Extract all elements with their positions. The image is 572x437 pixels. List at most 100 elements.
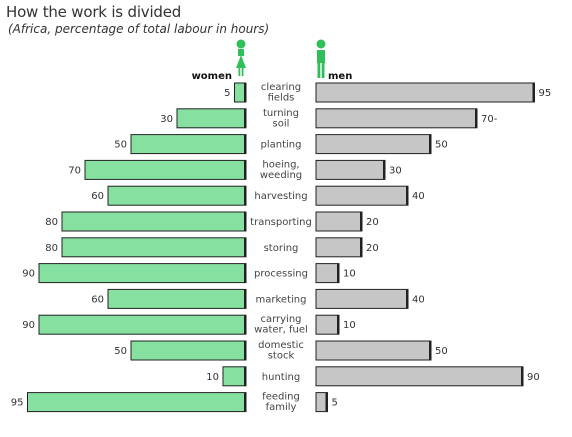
bar-men <box>315 237 363 258</box>
bar-men <box>315 211 363 232</box>
value-label-men: 50 <box>435 140 448 151</box>
value-label-women: 10 <box>206 372 219 383</box>
category-label: transporting <box>250 217 312 228</box>
bar-men-edge <box>325 392 328 412</box>
bar-women-edge <box>244 392 246 412</box>
bar-women-edge <box>244 366 246 386</box>
value-label-women: 80 <box>45 243 58 254</box>
category-label-line: hunting <box>262 372 300 383</box>
bar-men-edge <box>475 108 477 128</box>
category-label-line: turning <box>263 108 299 119</box>
bar-women-edge <box>244 212 246 231</box>
category-label-line: carrying <box>260 314 301 325</box>
value-label-men: 10 <box>343 269 356 280</box>
category-label: clearing fields <box>261 82 301 104</box>
legend-women: women <box>192 39 246 82</box>
bar-men <box>315 159 386 180</box>
value-label-men: 70- <box>481 114 498 125</box>
value-label-women: 80 <box>45 217 58 228</box>
bar-men-edge <box>360 212 362 231</box>
bar-men <box>315 108 478 129</box>
chart-title: How the work is divided <box>6 3 182 21</box>
category-label: marketing <box>256 294 307 305</box>
bar-women-edge <box>244 186 246 206</box>
category-label: carrying water, fuel <box>254 314 308 336</box>
bar-men-edge <box>406 289 408 309</box>
legend-men: men <box>316 39 352 82</box>
value-label-women: 60 <box>91 294 104 305</box>
bar-women-edge <box>244 108 246 128</box>
category-label: turning soil <box>263 108 299 130</box>
bar-women <box>130 134 247 155</box>
value-label-men: 20 <box>366 243 379 254</box>
value-label-women: 5 <box>224 88 230 99</box>
bar-men <box>315 288 409 309</box>
value-label-men: 95 <box>539 88 552 99</box>
bar-men <box>315 314 340 335</box>
category-label: hoeing, weeding <box>260 159 302 181</box>
bar-women-edge <box>244 237 246 257</box>
value-label-women: 90 <box>22 320 35 331</box>
bar-men-edge <box>521 366 523 386</box>
bar-women <box>27 392 247 413</box>
value-label-men: 90 <box>527 372 540 383</box>
female-icon <box>236 39 246 76</box>
category-label-line: clearing <box>261 82 301 93</box>
value-label-men: 30 <box>389 165 402 176</box>
value-label-women: 50 <box>114 140 127 151</box>
bar-men-edge <box>429 134 431 154</box>
value-label-women: 30 <box>160 114 173 125</box>
bar-women <box>38 314 247 335</box>
bar-women <box>130 340 247 361</box>
value-label-men: 5 <box>332 398 338 409</box>
value-label-women: 95 <box>11 398 24 409</box>
value-label-women: 90 <box>22 269 35 280</box>
bar-men <box>315 263 340 284</box>
category-label-line: soil <box>273 118 290 129</box>
value-label-men: 40 <box>412 191 425 202</box>
category-label: processing <box>254 269 308 280</box>
category-label-line: family <box>266 402 297 413</box>
bar-women-edge <box>244 289 246 309</box>
bar-men-edge <box>383 160 385 180</box>
value-label-women: 60 <box>91 191 104 202</box>
chart-subtitle: (Africa, percentage of total labour in h… <box>8 22 270 36</box>
value-label-men: 40 <box>412 294 425 305</box>
bar-women <box>222 366 247 387</box>
bar-men-edge <box>337 263 339 283</box>
bar-men <box>315 366 524 387</box>
bar-men <box>315 340 432 361</box>
category-label-line: fields <box>268 93 295 104</box>
category-label-line: storing <box>264 243 299 254</box>
bar-men <box>315 185 409 206</box>
bar-women <box>61 237 247 258</box>
bar-women <box>107 185 247 206</box>
category-label-line: marketing <box>256 294 307 305</box>
category-label-line: water, fuel <box>254 325 308 336</box>
male-icon <box>316 39 326 78</box>
category-label-line: hoeing, <box>262 159 299 170</box>
value-label-men: 20 <box>366 217 379 228</box>
bar-women-edge <box>244 160 246 180</box>
category-label: domestic stock <box>258 340 304 362</box>
bar-women-edge <box>244 263 246 283</box>
category-label: feeding family <box>262 392 300 414</box>
category-label: planting <box>261 140 302 151</box>
bar-women <box>61 211 247 232</box>
bar-men-edge <box>360 237 362 257</box>
bar-men-edge <box>429 341 431 360</box>
bar-women-edge <box>244 341 246 360</box>
bar-men-edge <box>406 186 408 206</box>
category-label-line: harvesting <box>254 191 307 202</box>
bar-women-edge <box>244 315 246 335</box>
bar-women <box>176 108 247 129</box>
category-label-line: domestic <box>258 340 304 351</box>
category-label-line: processing <box>254 269 308 280</box>
category-label-line: feeding <box>262 392 300 403</box>
bar-women <box>84 159 247 180</box>
legend-label-men: men <box>328 71 352 82</box>
value-label-men: 10 <box>343 320 356 331</box>
bar-women <box>38 263 247 284</box>
